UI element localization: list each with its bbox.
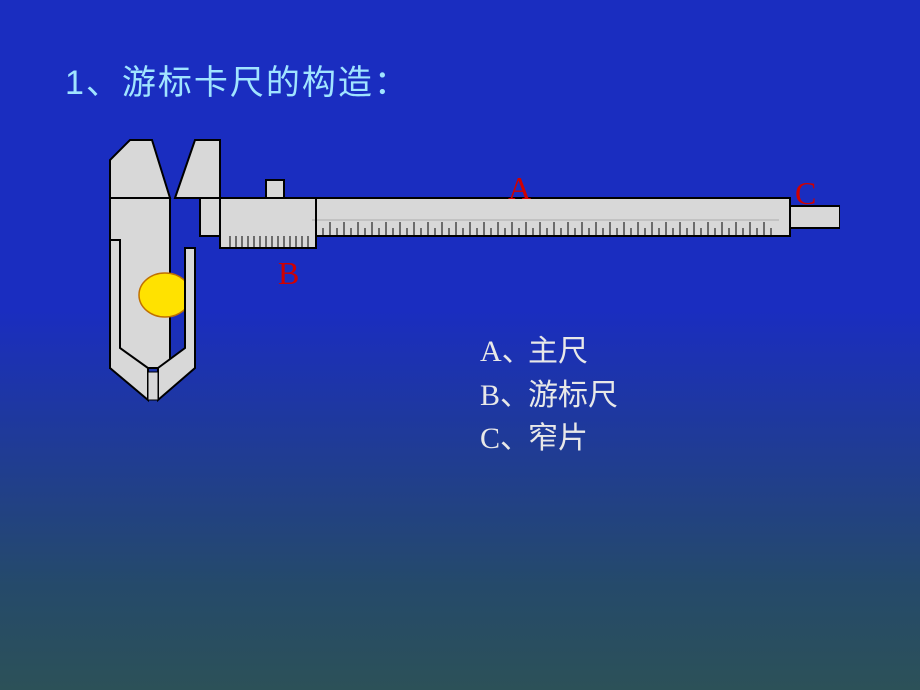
legend: A、主尺 B、游标尺 C、窄片 (480, 330, 618, 461)
legend-text: 游标尺 (528, 379, 618, 412)
legend-text: 主尺 (528, 335, 588, 368)
caliper-diagram (80, 120, 840, 415)
label-C: C (795, 175, 816, 212)
legend-key: A、 (480, 330, 528, 374)
legend-key: B、 (480, 374, 528, 418)
page-title: 1、游标卡尺的构造： (65, 55, 410, 104)
legend-row: C、窄片 (480, 417, 618, 461)
label-A: A (508, 170, 531, 207)
legend-text: 窄片 (528, 422, 588, 455)
label-B: B (278, 255, 299, 292)
legend-row: A、主尺 (480, 330, 618, 374)
legend-row: B、游标尺 (480, 374, 618, 418)
legend-key: C、 (480, 417, 528, 461)
